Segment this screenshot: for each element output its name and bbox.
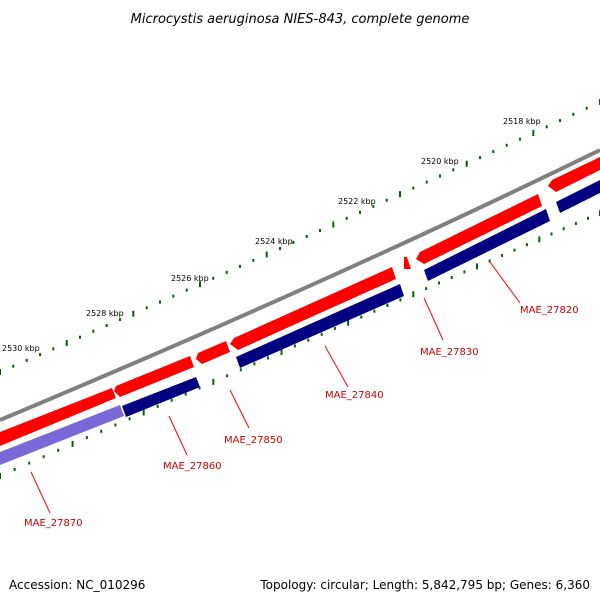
minor-ticks	[0, 210, 600, 479]
gene-feature-next-reverse[interactable]	[556, 180, 600, 213]
tick-labels: 2518 kbp 2520 kbp 2522 kbp 2524 kbp 2526…	[2, 117, 541, 353]
accession-text: Accession: NC_010296	[9, 578, 146, 592]
gene-label-mae-27820[interactable]: MAE_27820	[520, 305, 579, 316]
tick-label-2520: 2520 kbp	[421, 157, 459, 166]
gene-feature-mae-27820[interactable]	[416, 194, 542, 264]
tick-label-2526: 2526 kbp	[171, 274, 209, 283]
leader-mae-27850	[229, 389, 250, 429]
gene-label-mae-27860[interactable]: MAE_27860	[163, 461, 222, 472]
gene-feature-mae-27840[interactable]	[230, 267, 396, 350]
map-title: Microcystis aeruginosa NIES-843, complet…	[131, 12, 470, 27]
tick-label-2530: 2530 kbp	[2, 344, 40, 353]
gene-feature-mae-27820-reverse[interactable]	[424, 209, 550, 281]
gene-feature-mae-27830[interactable]	[404, 257, 411, 269]
forward-strand-genes	[0, 157, 600, 446]
gene-labels: MAE_27820 MAE_27830 MAE_27840 MAE_27850 …	[24, 305, 579, 529]
tick-label-2518: 2518 kbp	[503, 117, 541, 126]
tick-label-2528: 2528 kbp	[86, 309, 124, 318]
gene-feature-next[interactable]	[548, 157, 600, 192]
major-ticks	[0, 99, 600, 375]
gene-feature-mae-27860[interactable]	[114, 356, 194, 397]
leader-mae-27830	[423, 297, 444, 341]
gene-feature-mae-27870[interactable]	[0, 405, 124, 465]
tick-label-2524: 2524 kbp	[255, 237, 293, 246]
gene-label-leaders	[30, 261, 521, 514]
gene-label-mae-27840[interactable]: MAE_27840	[325, 390, 384, 401]
tick-label-2522: 2522 kbp	[338, 197, 376, 206]
leader-mae-27860	[168, 415, 188, 456]
leader-mae-27870	[30, 471, 51, 514]
gene-feature-mae-27840-reverse[interactable]	[236, 284, 404, 368]
genome-summary-text: Topology: circular; Length: 5,842,795 bp…	[260, 578, 590, 592]
leader-mae-27820	[489, 261, 521, 304]
leader-mae-27840	[324, 345, 349, 388]
gene-label-mae-27870[interactable]: MAE_27870	[24, 518, 83, 529]
gene-label-mae-27830[interactable]: MAE_27830	[420, 347, 479, 358]
genome-backbone	[0, 148, 600, 422]
gene-feature-mae-27860-reverse[interactable]	[122, 377, 200, 417]
reverse-strand-genes	[0, 180, 600, 465]
gene-label-mae-27850[interactable]: MAE_27850	[224, 435, 283, 446]
gene-feature-mae-27850[interactable]	[196, 341, 230, 364]
gene-feature-mae-27870-forward[interactable]	[0, 388, 116, 446]
